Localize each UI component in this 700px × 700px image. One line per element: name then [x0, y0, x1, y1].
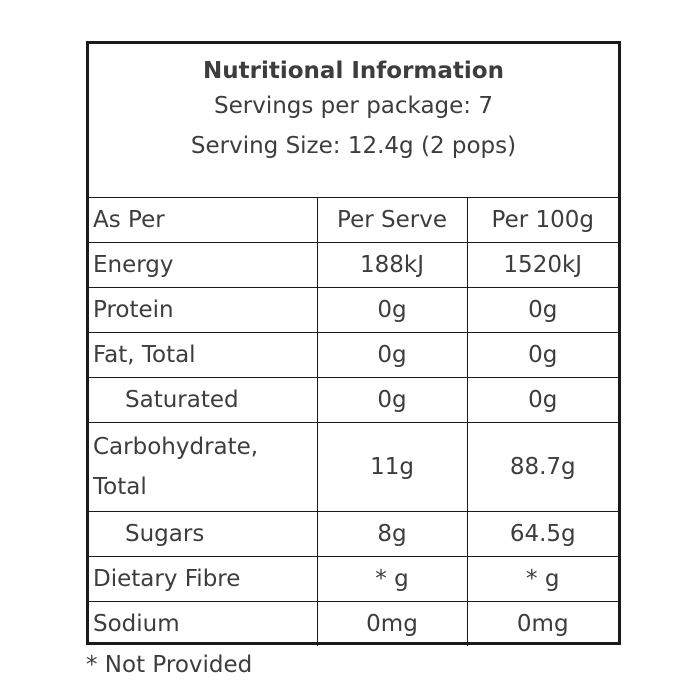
- dietary-fibre-per-serve: * g: [316, 556, 467, 602]
- carbohydrate-label-line-2: Total: [93, 474, 147, 500]
- row-label-energy: Energy: [89, 242, 317, 288]
- footnote: * Not Provided: [86, 652, 253, 678]
- energy-per-serve: 188kJ: [316, 242, 467, 288]
- row-label-fat-total: Fat, Total: [89, 332, 317, 378]
- table-row: Saturated 0g 0g: [89, 377, 618, 423]
- protein-per-serve: 0g: [316, 287, 467, 333]
- fat-total-per-100g: 0g: [466, 332, 618, 378]
- dietary-fibre-per-100g: * g: [466, 556, 618, 602]
- nutrition-table: As Per Per Serve Per 100g Energy 188kJ 1…: [89, 198, 618, 646]
- saturated-per-serve: 0g: [316, 377, 467, 423]
- carbohydrate-per-100g: 88.7g: [466, 422, 618, 512]
- energy-per-100g: 1520kJ: [466, 242, 618, 288]
- saturated-per-100g: 0g: [466, 377, 618, 423]
- row-label-protein: Protein: [89, 287, 317, 333]
- row-label-carbohydrate-total: Carbohydrate, Total: [89, 422, 317, 512]
- servings-per-package: Servings per package: 7: [214, 93, 493, 119]
- carbohydrate-per-serve: 11g: [316, 422, 467, 512]
- serving-size: Serving Size: 12.4g (2 pops): [190, 133, 517, 159]
- table-row: Dietary Fibre * g * g: [89, 556, 618, 602]
- column-header-as-per: As Per: [93, 207, 165, 233]
- nutrition-panel: Nutritional Information Servings per pac…: [86, 41, 621, 646]
- fat-total-per-serve: 0g: [316, 332, 467, 378]
- protein-per-100g: 0g: [466, 287, 618, 333]
- column-header-per-serve: Per Serve: [316, 198, 467, 243]
- sodium-per-100g: 0mg: [466, 601, 618, 646]
- sugars-per-100g: 64.5g: [466, 511, 618, 557]
- table-row: Protein 0g 0g: [89, 287, 618, 333]
- row-label-sodium: Sodium: [89, 601, 317, 646]
- table-row: Fat, Total 0g 0g: [89, 332, 618, 378]
- panel-title: Nutritional Information: [203, 58, 504, 84]
- sugars-per-serve: 8g: [316, 511, 467, 557]
- panel-header: Nutritional Information Servings per pac…: [89, 44, 618, 198]
- table-row: Sodium 0mg 0mg: [89, 601, 618, 646]
- row-label-sugars: Sugars: [89, 511, 317, 557]
- table-row: Energy 188kJ 1520kJ: [89, 242, 618, 288]
- sodium-per-serve: 0mg: [316, 601, 467, 646]
- column-header-per-100g: Per 100g: [466, 198, 618, 243]
- table-header-row: As Per Per Serve Per 100g: [89, 198, 618, 243]
- table-row: Carbohydrate, Total 11g 88.7g: [89, 422, 618, 512]
- row-label-saturated: Saturated: [89, 377, 317, 423]
- table-row: Sugars 8g 64.5g: [89, 511, 618, 557]
- row-label-dietary-fibre: Dietary Fibre: [89, 556, 317, 602]
- carbohydrate-label-line-1: Carbohydrate,: [93, 434, 259, 460]
